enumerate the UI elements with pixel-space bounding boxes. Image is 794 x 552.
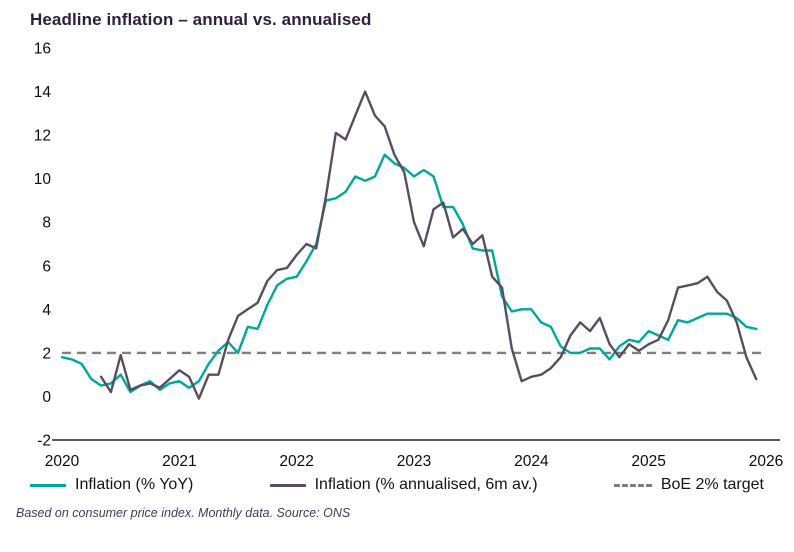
source-note: Based on consumer price index. Monthly d… (16, 506, 351, 520)
y-tick-label: 2 (42, 345, 51, 362)
y-tick-label: 16 (34, 41, 51, 58)
chart-svg: 16 14 12 10 8 6 4 2 0 -2 2020 2021 2022 2023 2024 2025 2… (34, 41, 783, 471)
x-tick-label: 2021 (162, 453, 196, 470)
chart-legend: Inflation (% YoY) Inflation (% annualise… (14, 474, 784, 494)
legend-swatch-purple-line (269, 483, 306, 487)
x-tick-label: 2022 (279, 453, 313, 470)
x-tick-label: 2023 (397, 453, 431, 470)
y-tick-label: 4 (42, 302, 51, 319)
y-tick-label: 6 (42, 258, 51, 275)
legend-label-inflation-annualised: Inflation (% annualised, 6m av.) (314, 476, 538, 493)
legend-swatch-dashed-line (613, 483, 652, 487)
y-tick-label: 8 (42, 215, 51, 232)
x-tick-label: 2020 (45, 453, 80, 470)
legend-item-inflation-yoy: Inflation (% YoY) (30, 476, 193, 494)
chart-title: Headline inflation – annual vs. annualis… (30, 10, 372, 29)
legend-item-boe-target: BoE 2% target (613, 476, 764, 494)
y-tick-label: 10 (34, 171, 52, 188)
series-inflation-annualised-6m (99, 90, 758, 400)
x-tick-label: 2026 (749, 453, 783, 470)
legend-swatch-teal-line (30, 483, 66, 487)
y-tick-label: 14 (34, 84, 52, 101)
y-tick-label: 0 (42, 389, 51, 406)
x-tick-label: 2024 (514, 453, 549, 470)
series-inflation-yoy (60, 153, 758, 394)
legend-item-inflation-annualised: Inflation (% annualised, 6m av.) (269, 476, 538, 494)
legend-label-inflation-yoy: Inflation (% YoY) (75, 476, 194, 493)
y-tick-label: -2 (37, 433, 51, 450)
y-tick-label: 12 (34, 128, 51, 145)
legend-label-boe-target: BoE 2% target (660, 476, 764, 493)
x-tick-label: 2025 (631, 453, 665, 470)
